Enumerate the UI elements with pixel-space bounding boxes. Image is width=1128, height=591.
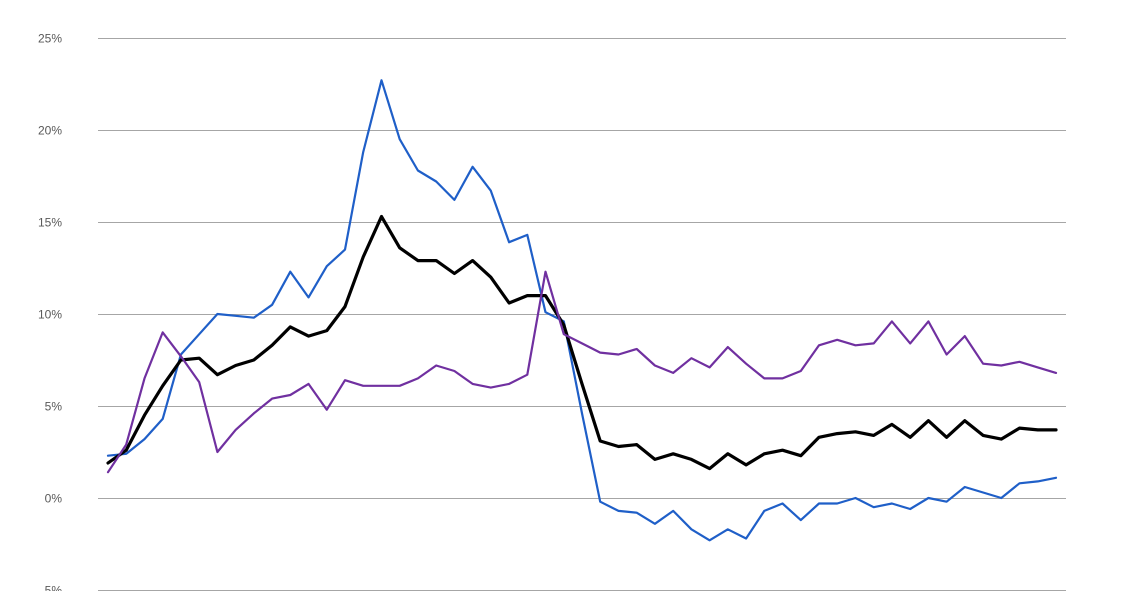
y-tick-label: 25%: [38, 32, 62, 46]
y-axis-tick-labels: 25% 20% 15% 10% 5% 0% -5%: [38, 32, 62, 591]
y-tick-label: 5%: [45, 400, 63, 414]
series-line-1: [106, 79, 1058, 542]
series-line-3: [106, 270, 1058, 474]
y-tick-label: 15%: [38, 216, 62, 230]
y-tick-label: -5%: [41, 584, 63, 591]
series-line-2: [106, 214, 1058, 471]
y-tick-label: 10%: [38, 308, 62, 322]
series-lines: [106, 79, 1058, 542]
y-tick-label: 20%: [38, 124, 62, 138]
gridlines: [98, 38, 1066, 591]
y-tick-label: 0%: [45, 492, 63, 506]
